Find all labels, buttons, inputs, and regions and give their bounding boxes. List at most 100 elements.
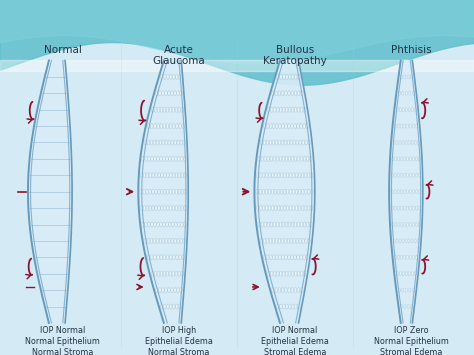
Ellipse shape: [178, 222, 180, 227]
Ellipse shape: [276, 271, 279, 276]
Ellipse shape: [169, 271, 172, 276]
Ellipse shape: [288, 91, 291, 96]
Ellipse shape: [295, 173, 298, 178]
Ellipse shape: [302, 239, 304, 244]
Ellipse shape: [283, 173, 286, 178]
Ellipse shape: [256, 173, 259, 178]
Ellipse shape: [413, 255, 415, 260]
Ellipse shape: [405, 91, 407, 95]
Ellipse shape: [264, 255, 266, 260]
Ellipse shape: [169, 255, 172, 260]
Ellipse shape: [152, 206, 155, 211]
Ellipse shape: [410, 124, 412, 128]
Ellipse shape: [310, 157, 312, 162]
Ellipse shape: [275, 124, 278, 129]
Ellipse shape: [166, 75, 169, 80]
Ellipse shape: [261, 157, 264, 162]
Ellipse shape: [414, 141, 416, 144]
Ellipse shape: [306, 124, 309, 129]
Ellipse shape: [307, 173, 310, 178]
Ellipse shape: [288, 255, 290, 260]
Ellipse shape: [399, 108, 401, 112]
Ellipse shape: [299, 239, 301, 244]
Ellipse shape: [173, 173, 175, 178]
Ellipse shape: [174, 140, 176, 145]
Ellipse shape: [412, 91, 414, 95]
Ellipse shape: [142, 157, 145, 162]
Ellipse shape: [150, 140, 153, 145]
Ellipse shape: [178, 271, 181, 276]
Ellipse shape: [269, 239, 272, 244]
Ellipse shape: [300, 124, 302, 129]
Ellipse shape: [402, 288, 404, 292]
Ellipse shape: [175, 75, 178, 80]
Ellipse shape: [394, 173, 396, 178]
Ellipse shape: [163, 255, 165, 260]
Ellipse shape: [260, 140, 263, 145]
Ellipse shape: [162, 239, 164, 244]
Text: IOP Zero
Normal Epithelium
Stromal Edema
Abnormal Endothelium: IOP Zero Normal Epithelium Stromal Edema…: [365, 326, 457, 355]
Ellipse shape: [404, 75, 406, 79]
Ellipse shape: [280, 107, 282, 112]
Ellipse shape: [400, 190, 402, 194]
Ellipse shape: [291, 255, 293, 260]
Ellipse shape: [147, 239, 150, 244]
Ellipse shape: [292, 189, 295, 194]
Ellipse shape: [279, 124, 281, 129]
Text: Acute
Glaucoma: Acute Glaucoma: [153, 45, 205, 66]
Ellipse shape: [293, 140, 296, 145]
Ellipse shape: [288, 222, 291, 227]
Ellipse shape: [268, 189, 271, 194]
Ellipse shape: [410, 75, 412, 79]
Ellipse shape: [169, 157, 171, 162]
Ellipse shape: [391, 190, 393, 194]
Ellipse shape: [294, 124, 296, 129]
Ellipse shape: [175, 206, 178, 211]
Ellipse shape: [267, 271, 270, 276]
Ellipse shape: [155, 271, 157, 276]
Ellipse shape: [283, 107, 285, 112]
Ellipse shape: [149, 173, 152, 178]
Ellipse shape: [174, 239, 176, 244]
Ellipse shape: [273, 222, 276, 227]
Ellipse shape: [155, 189, 157, 194]
Ellipse shape: [285, 222, 288, 227]
Ellipse shape: [173, 124, 175, 129]
Text: Phthisis: Phthisis: [391, 45, 431, 55]
Ellipse shape: [156, 239, 159, 244]
Ellipse shape: [294, 255, 296, 260]
Ellipse shape: [172, 222, 174, 227]
Ellipse shape: [282, 288, 284, 293]
Ellipse shape: [164, 288, 167, 293]
Ellipse shape: [415, 157, 417, 161]
Ellipse shape: [166, 173, 169, 178]
Ellipse shape: [419, 206, 421, 210]
Ellipse shape: [161, 206, 163, 211]
Ellipse shape: [291, 222, 294, 227]
Ellipse shape: [291, 288, 293, 293]
Ellipse shape: [178, 107, 181, 112]
Ellipse shape: [181, 189, 184, 194]
Ellipse shape: [165, 157, 168, 162]
Ellipse shape: [303, 107, 306, 112]
Ellipse shape: [294, 91, 297, 96]
Ellipse shape: [159, 239, 162, 244]
Ellipse shape: [285, 157, 288, 162]
Ellipse shape: [408, 108, 410, 112]
Ellipse shape: [265, 173, 268, 178]
Ellipse shape: [174, 91, 176, 96]
Ellipse shape: [305, 140, 308, 145]
Ellipse shape: [155, 107, 157, 112]
Ellipse shape: [284, 239, 287, 244]
Ellipse shape: [294, 288, 297, 293]
Polygon shape: [389, 60, 423, 323]
Ellipse shape: [152, 189, 154, 194]
Ellipse shape: [171, 140, 173, 145]
Ellipse shape: [175, 304, 178, 309]
Ellipse shape: [281, 140, 284, 145]
Ellipse shape: [412, 206, 415, 210]
Ellipse shape: [179, 255, 182, 260]
Ellipse shape: [407, 255, 409, 260]
Ellipse shape: [273, 271, 276, 276]
Ellipse shape: [408, 239, 410, 243]
